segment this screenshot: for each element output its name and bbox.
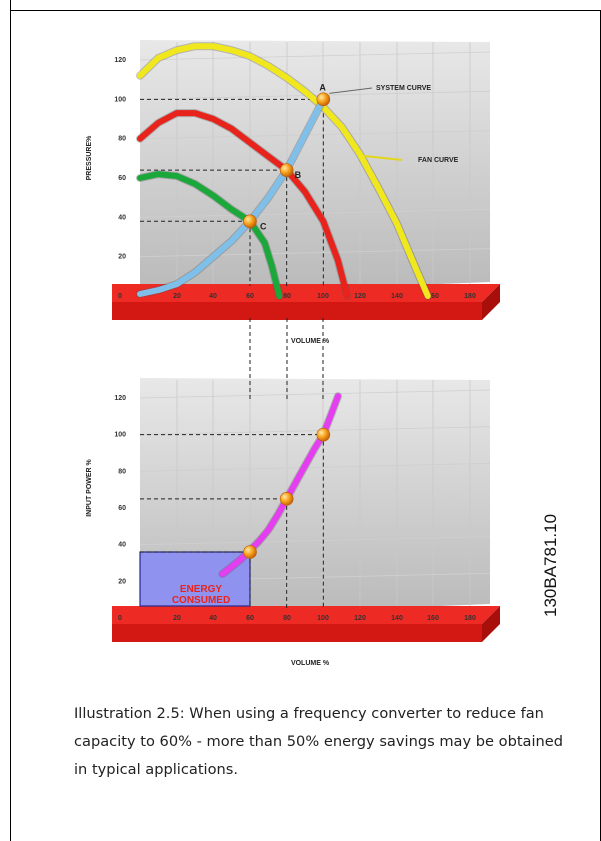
y-tick-label: 60 — [118, 505, 126, 512]
point-label: C — [260, 221, 267, 231]
power-chart: 0 20 40 60 80 100 120 140 160 180 20 40 60 80 100 120 VO… — [86, 378, 500, 667]
pressure-chart: 0 20 40 60 80 100 120 140 160 180 20 40 60 80 100 120 VO… — [86, 40, 500, 345]
grid-line — [139, 426, 491, 436]
x-tick-label: 40 — [209, 293, 217, 300]
x-axis-label: VOLUME % — [291, 660, 330, 667]
y-tick-label: 40 — [118, 214, 126, 221]
grid-line — [139, 536, 491, 546]
operating-point — [279, 163, 294, 177]
x-tick-label: 100 — [317, 615, 329, 622]
x-tick-label: 80 — [283, 293, 291, 300]
series-line — [137, 96, 327, 297]
axis-base-top — [112, 606, 500, 624]
series-line — [137, 43, 431, 299]
x-axis-label: VOLUME % — [291, 338, 330, 345]
fan-curves-figure: 0 20 40 60 80 100 120 140 160 180 20 40 60 80 100 120 VO… — [86, 40, 560, 667]
y-tick-label: 100 — [114, 432, 126, 439]
system-curve-label: SYSTEM CURVE — [376, 85, 431, 92]
x-tick-label: 0 — [118, 615, 122, 622]
x-tick-label: 0 — [118, 293, 122, 300]
energy-consumed-area — [139, 551, 251, 607]
x-tick-label: 160 — [427, 293, 439, 300]
fan-curve-label: FAN CURVE — [418, 157, 459, 164]
y-tick-label: 20 — [118, 578, 126, 585]
page-frame-left — [10, 0, 11, 841]
fan-curve-pointer — [363, 155, 403, 161]
y-tick-label: 80 — [118, 468, 126, 475]
series-line — [137, 171, 283, 299]
y-axis-label: PRESSURE% — [86, 135, 93, 181]
y-tick-label: 20 — [118, 254, 126, 261]
x-tick-label: 60 — [246, 293, 254, 300]
x-tick-label: 140 — [391, 293, 403, 300]
grid-line — [139, 169, 491, 179]
y-tick-label: 120 — [114, 395, 126, 402]
grid-line — [139, 462, 491, 472]
grid-line — [139, 51, 491, 61]
grid-line — [139, 389, 491, 399]
series-line — [137, 110, 351, 299]
operating-point — [279, 492, 294, 506]
figure-caption: Illustration 2.5: When using a frequency… — [74, 705, 564, 778]
energy-label-line2: CONSUMED — [172, 595, 230, 606]
grid-line — [139, 499, 491, 509]
x-tick-label: 60 — [246, 615, 254, 622]
system-curve-pointer — [329, 87, 373, 94]
x-tick-label: 160 — [427, 615, 439, 622]
y-tick-label: 100 — [114, 96, 126, 103]
x-tick-label: 40 — [209, 615, 217, 622]
operating-point — [316, 427, 331, 442]
y-tick-label: 80 — [118, 136, 126, 143]
axis-base-side — [482, 606, 500, 642]
y-tick-label: 120 — [114, 57, 126, 64]
grid-line — [139, 130, 491, 140]
x-tick-label: 140 — [391, 615, 403, 622]
operating-point — [243, 545, 257, 559]
energy-label-line1: ENERGY — [180, 584, 223, 595]
y-tick-label: 40 — [118, 542, 126, 549]
y-tick-label: 60 — [118, 175, 126, 182]
x-tick-label: 100 — [317, 293, 329, 300]
page-frame-top — [10, 10, 601, 11]
point-label: B — [295, 170, 302, 180]
x-tick-label: 180 — [464, 615, 476, 622]
axis-base-top — [112, 284, 500, 302]
axis-base-front — [112, 624, 482, 642]
operating-point — [316, 92, 331, 107]
x-tick-label: 20 — [173, 293, 181, 300]
plot-panel — [140, 40, 490, 296]
grid-line — [139, 90, 491, 100]
x-tick-label: 20 — [173, 615, 181, 622]
x-tick-label: 120 — [354, 293, 366, 300]
point-label: A — [319, 82, 326, 92]
y-axis-label: INPUT POWER % — [86, 458, 93, 516]
x-tick-label: 180 — [464, 293, 476, 300]
operating-point — [243, 214, 257, 229]
x-tick-label: 80 — [283, 615, 291, 622]
drawing-code: 130BA781.10 — [541, 514, 560, 617]
x-tick-label: 120 — [354, 615, 366, 622]
grid-line — [139, 248, 491, 258]
axis-base-side — [482, 284, 500, 320]
axis-base-front — [112, 302, 482, 320]
